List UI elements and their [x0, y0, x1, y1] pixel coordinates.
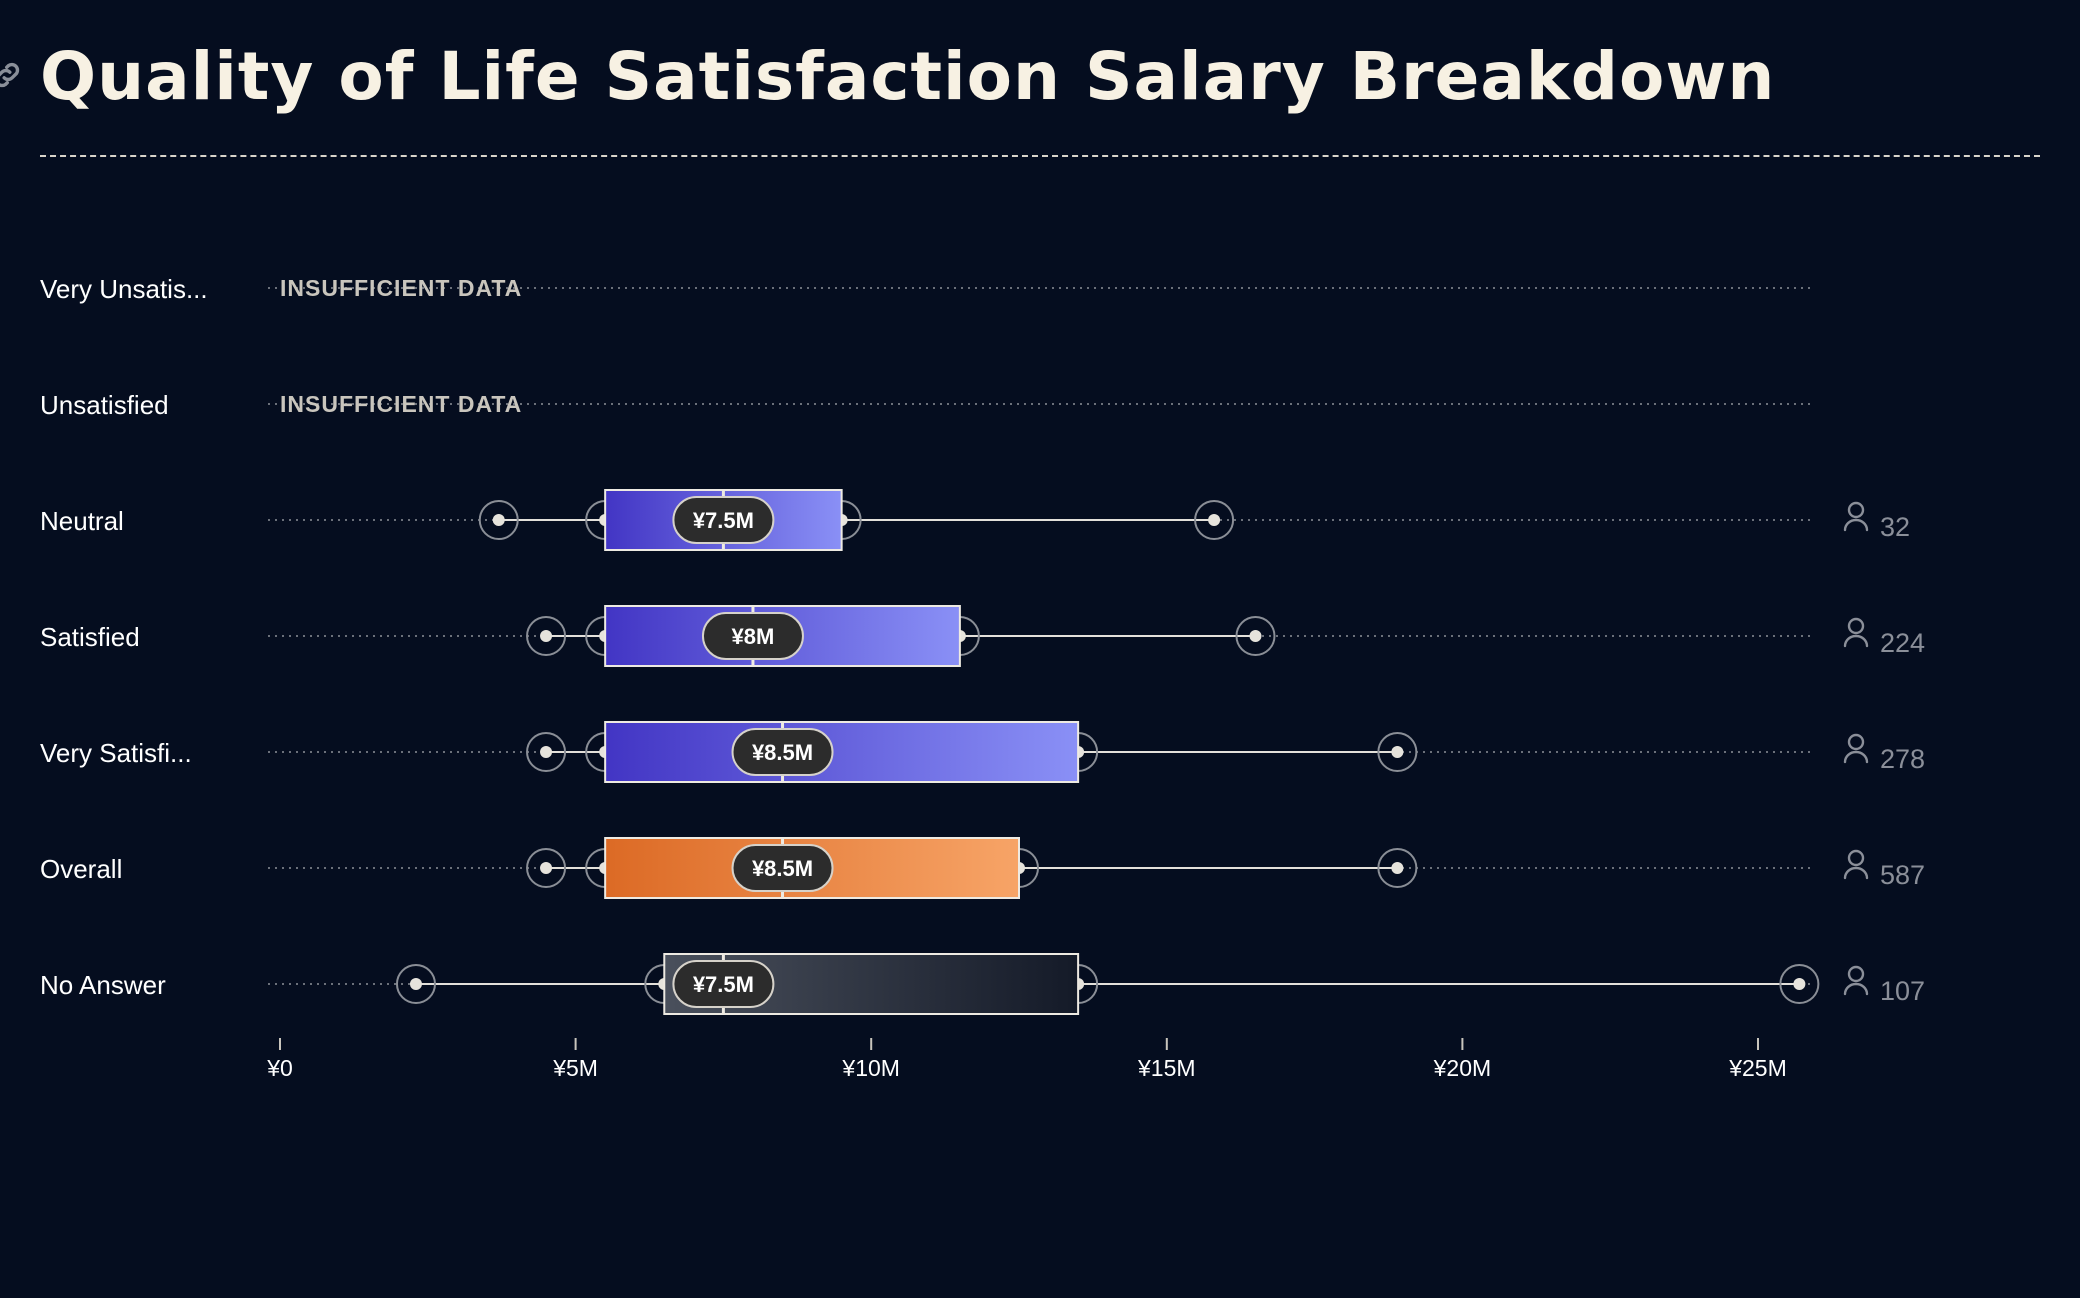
x-tick-label: ¥10M [841, 1055, 900, 1081]
median-value-label: ¥8M [732, 624, 775, 649]
median-badge [701, 612, 804, 660]
min-marker-ring [478, 500, 519, 540]
x-tick-label: ¥0 [266, 1055, 293, 1081]
row-label: Satisfied [40, 622, 140, 652]
page-title: Quality of Life Satisfaction Salary Brea… [40, 38, 1776, 115]
insufficient-data-label: INSUFFICIENT DATA [280, 275, 522, 301]
person-icon [1843, 501, 1869, 532]
x-tick-label: ¥20M [1433, 1055, 1492, 1081]
min-marker-ring [395, 964, 436, 1004]
title-divider [40, 155, 2040, 157]
response-count: 32 [1880, 512, 1910, 542]
row-label: Very Unsatis... [40, 274, 208, 304]
box-row[interactable]: Unsatisfied INSUFFICIENT DATA [40, 390, 1812, 420]
median-value-label: ¥8.5M [752, 856, 813, 881]
row-label: Overall [40, 854, 122, 884]
link-icon[interactable] [0, 58, 24, 92]
response-count: 278 [1880, 744, 1925, 774]
max-marker[interactable] [1391, 746, 1404, 758]
median-value-label: ¥7.5M [693, 972, 754, 997]
max-marker[interactable] [1793, 978, 1806, 990]
response-count: 107 [1880, 976, 1925, 1006]
box-row[interactable]: Satisfied ¥8M 224 [40, 605, 1925, 667]
x-tick-label: ¥25M [1728, 1055, 1787, 1081]
box-row[interactable]: No Answer ¥7.5M 107 [40, 953, 1925, 1015]
max-marker-ring [1779, 964, 1820, 1004]
x-tick-label: ¥5M [552, 1055, 598, 1081]
median-badge [672, 960, 775, 1008]
max-marker[interactable] [1391, 862, 1404, 874]
max-marker-ring [1377, 848, 1418, 888]
median-badge [731, 844, 834, 892]
min-marker[interactable] [540, 746, 553, 758]
row-label: No Answer [40, 970, 166, 1000]
median-value-label: ¥8.5M [752, 740, 813, 765]
min-marker-ring [526, 848, 567, 888]
person-icon [1843, 849, 1869, 880]
response-count: 224 [1880, 628, 1925, 658]
row-label: Unsatisfied [40, 390, 169, 420]
max-marker-ring [1377, 732, 1418, 772]
median-badge [731, 728, 834, 776]
min-marker[interactable] [492, 514, 505, 526]
x-tick-label: ¥15M [1137, 1055, 1196, 1081]
min-marker[interactable] [540, 862, 553, 874]
row-label: Very Satisfi... [40, 738, 192, 768]
insufficient-data-label: INSUFFICIENT DATA [280, 391, 522, 417]
median-badge [672, 496, 775, 544]
box-row[interactable]: Very Unsatis... INSUFFICIENT DATA [40, 274, 1812, 304]
min-marker[interactable] [409, 978, 422, 990]
max-marker[interactable] [1208, 514, 1221, 526]
median-value-label: ¥7.5M [693, 508, 754, 533]
response-count: 587 [1880, 860, 1925, 890]
box-row[interactable]: Overall ¥8.5M 587 [40, 837, 1925, 899]
min-marker-ring [526, 732, 567, 772]
max-marker[interactable] [1249, 630, 1262, 642]
max-marker-ring [1194, 500, 1235, 540]
person-icon [1843, 965, 1869, 996]
row-label: Neutral [40, 506, 124, 536]
person-icon [1843, 617, 1869, 648]
min-marker[interactable] [540, 630, 553, 642]
box-row[interactable]: Neutral ¥7.5M 32 [40, 489, 1910, 551]
min-marker-ring [526, 616, 567, 656]
iqr-box[interactable] [604, 721, 1080, 783]
box-row[interactable]: Very Satisfi... ¥8.5M 278 [40, 721, 1925, 783]
max-marker-ring [1235, 616, 1276, 656]
person-icon [1843, 733, 1869, 764]
